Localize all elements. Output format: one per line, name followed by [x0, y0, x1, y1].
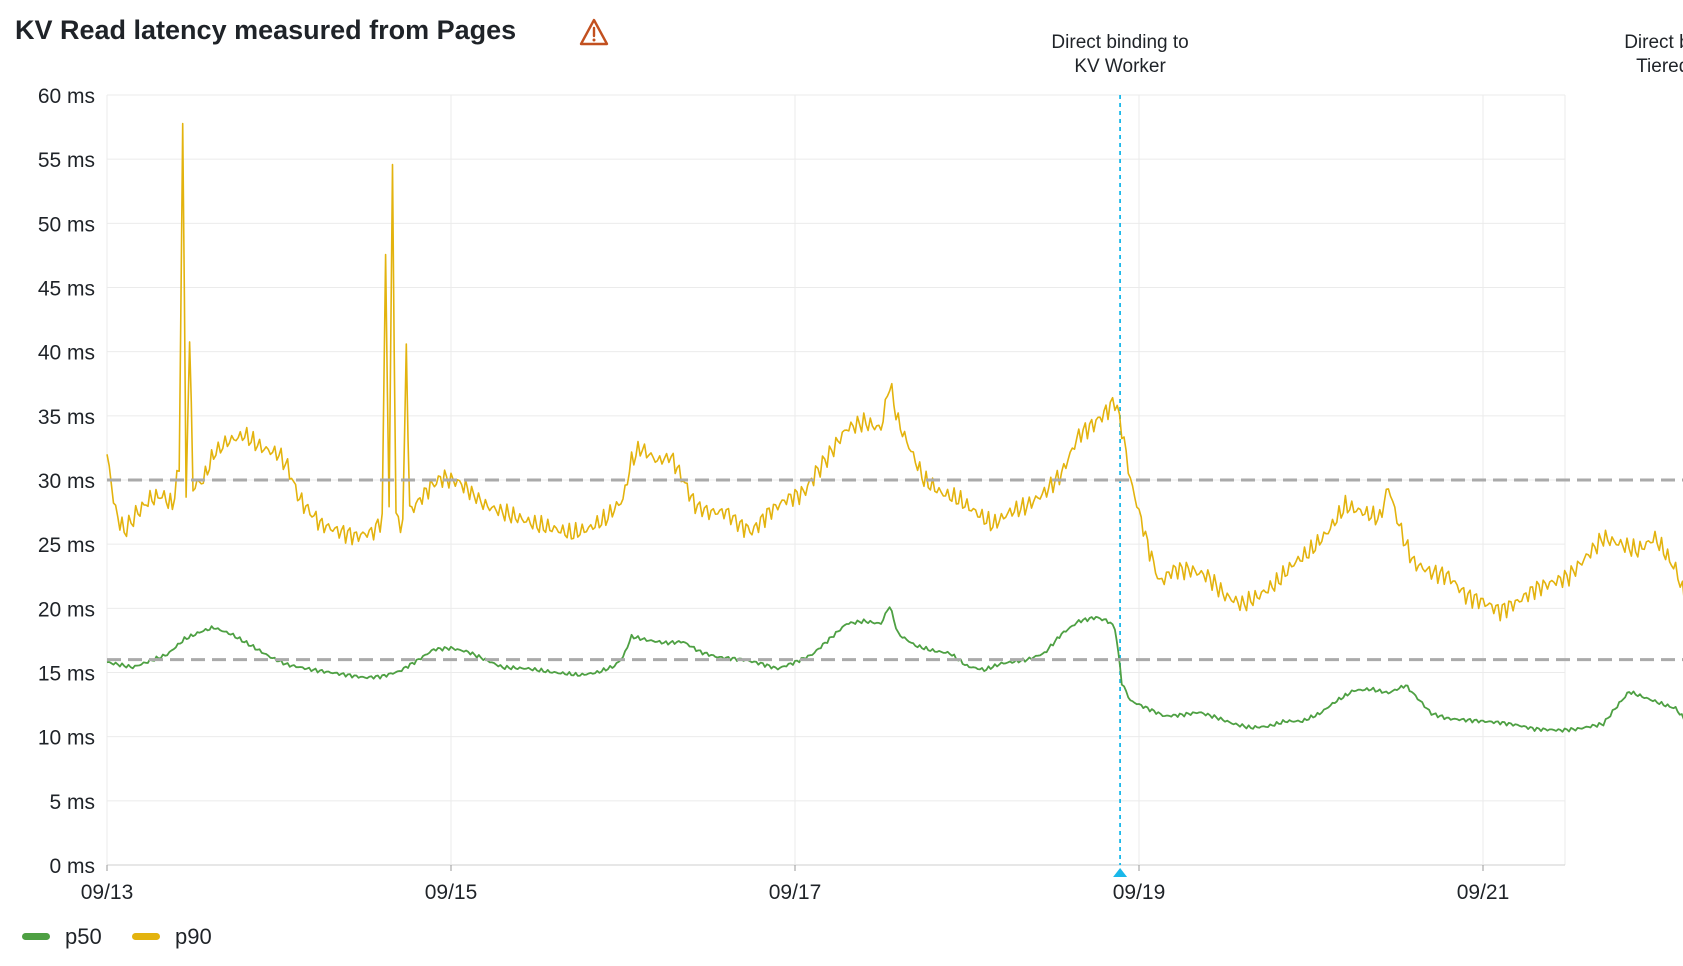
y-axis: 0 ms 5 ms 10 ms 15 ms 20 ms 25 ms 30 ms 35 ms 40… — [38, 85, 95, 878]
event-marker[interactable] — [1113, 868, 1128, 877]
legend-swatch-p90 — [132, 933, 160, 940]
x-tick-label: 09/17 — [769, 881, 822, 904]
event-label-line1: Direct binding to — [1051, 32, 1188, 53]
y-tick-label: 0 ms — [49, 855, 95, 878]
y-tick-label: 30 ms — [38, 470, 95, 493]
series-lines — [106, 122, 1683, 801]
event-label-line2: Tiered Cache — [1636, 56, 1683, 77]
x-tick-label: 09/13 — [81, 881, 134, 904]
event-label-line2: KV Worker — [1074, 56, 1166, 77]
legend-label-p90[interactable]: p90 — [175, 924, 212, 949]
series-line-p50[interactable] — [106, 606, 1683, 801]
y-tick-label: 55 ms — [38, 149, 95, 172]
y-tick-label: 50 ms — [38, 213, 95, 236]
y-tick-label: 45 ms — [38, 278, 95, 301]
legend-swatch-p50 — [22, 933, 50, 940]
y-tick-label: 25 ms — [38, 534, 95, 557]
y-tick-label: 40 ms — [38, 342, 95, 365]
legend-label-p50[interactable]: p50 — [65, 924, 102, 949]
legend: p50 p90 — [22, 924, 212, 949]
x-tick-label: 09/19 — [1113, 881, 1166, 904]
chart-title: KV Read latency measured from Pages — [15, 15, 516, 45]
warning-triangle-icon[interactable] — [579, 18, 609, 46]
y-tick-label: 35 ms — [38, 406, 95, 429]
reference-lines — [107, 478, 1683, 662]
y-tick-label: 60 ms — [38, 85, 95, 108]
y-tick-label: 5 ms — [49, 791, 95, 814]
chart-header: KV Read latency measured from Pages — [15, 15, 609, 46]
series-line-p90[interactable] — [106, 122, 1683, 747]
y-tick-label: 20 ms — [38, 598, 95, 621]
x-tick-label: 09/15 — [425, 881, 478, 904]
event-label-line1: Direct binding to — [1624, 32, 1683, 53]
x-axis: 09/13 09/15 09/17 09/19 09/21 — [81, 865, 1510, 904]
y-tick-label: 10 ms — [38, 727, 95, 750]
y-tick-label: 15 ms — [38, 663, 95, 686]
x-tick-label: 09/21 — [1457, 881, 1510, 904]
